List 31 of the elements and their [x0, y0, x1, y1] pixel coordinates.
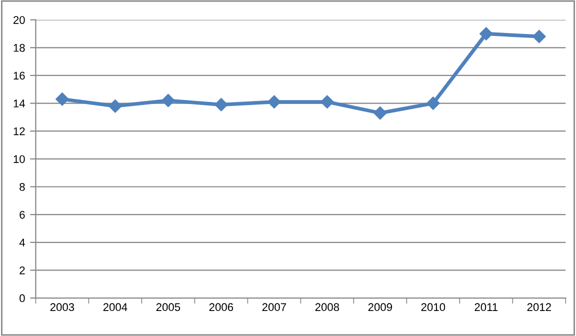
point: [268, 95, 281, 108]
point: [374, 106, 387, 120]
x-tick-label: 2005: [156, 303, 180, 312]
x-tick-label: 2011: [474, 303, 498, 312]
y-tick-label: 6: [20, 210, 25, 219]
point: [320, 95, 334, 108]
point: [56, 92, 69, 106]
x-tick-label: 2007: [262, 303, 286, 312]
x-tick-label: 2008: [315, 303, 340, 312]
x-tick-label: 2006: [209, 303, 234, 312]
y-tick-label: 2: [20, 266, 25, 274]
y-tick-label: 14: [14, 100, 25, 108]
point: [426, 96, 440, 110]
point: [108, 99, 122, 113]
point: [162, 94, 175, 108]
y-tick-label: 12: [14, 127, 25, 136]
x-tick-label: 2004: [103, 303, 128, 312]
point: [480, 27, 493, 40]
y-tick-label: 20: [13, 16, 25, 24]
x-tick-label: 2009: [368, 303, 392, 312]
y-tick-label: 0: [20, 294, 25, 302]
y-tick-label: 10: [14, 155, 25, 164]
x-tick-label: 2003: [50, 303, 74, 312]
point: [214, 98, 228, 112]
y-tick-label: 16: [14, 72, 25, 80]
x-tick-label: 2010: [421, 303, 446, 312]
y-tick-label: 18: [14, 44, 25, 52]
y-tick-label: 4: [19, 238, 25, 246]
point: [532, 30, 546, 44]
y-tick-label: 8: [20, 183, 25, 191]
x-tick-label: 2012: [527, 303, 551, 312]
